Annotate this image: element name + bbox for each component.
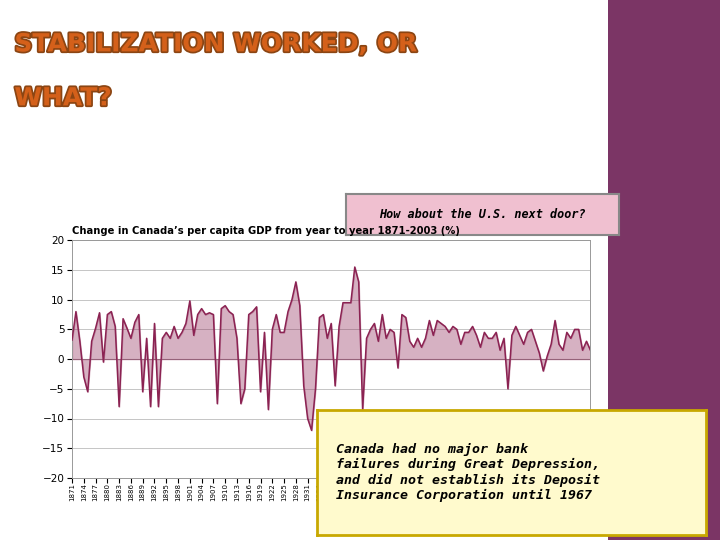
Text: Canada had no major bank
failures during Great Depression,
and did not establish: Canada had no major bank failures during…	[336, 443, 600, 502]
Text: WHAT?: WHAT?	[14, 86, 112, 110]
Text: Change in Canada’s per capita GDP from year to year 1871-2003 (%): Change in Canada’s per capita GDP from y…	[72, 226, 460, 236]
Text: How about the U.S. next door?: How about the U.S. next door?	[379, 208, 585, 221]
Text: STABILIZATION WORKED, OR: STABILIZATION WORKED, OR	[14, 32, 417, 56]
